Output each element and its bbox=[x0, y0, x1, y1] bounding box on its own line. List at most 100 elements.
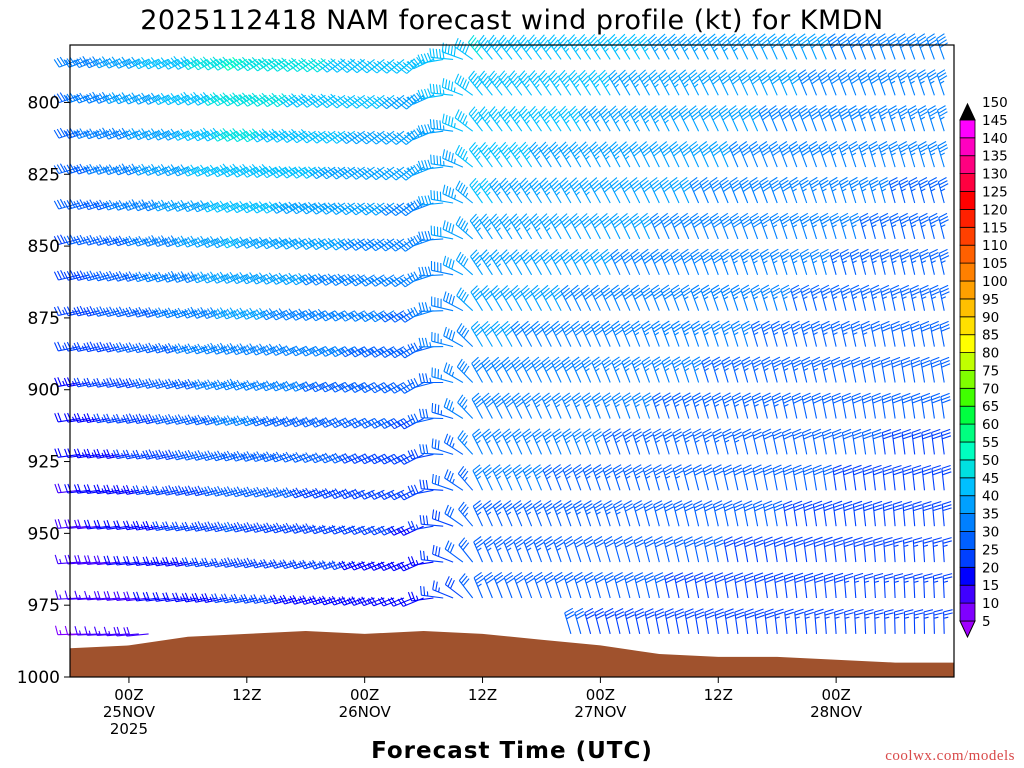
wind-barb bbox=[640, 320, 652, 347]
wind-barb bbox=[751, 392, 763, 419]
wind-barb bbox=[647, 33, 661, 60]
wind-barb bbox=[678, 105, 691, 132]
colorbar-swatch bbox=[959, 405, 976, 425]
colorbar-label: 45 bbox=[982, 471, 999, 487]
wind-barb bbox=[397, 525, 424, 536]
wind-barb bbox=[941, 500, 952, 527]
wind-barb bbox=[687, 33, 701, 60]
credit-link[interactable]: coolwx.com/models bbox=[885, 748, 1015, 764]
wind-barb bbox=[661, 392, 673, 419]
wind-barb bbox=[470, 285, 483, 311]
wind-barb bbox=[441, 78, 464, 96]
wind-barb bbox=[533, 536, 545, 563]
wind-barb bbox=[528, 105, 542, 132]
wind-barb bbox=[230, 450, 257, 462]
wind-barb bbox=[103, 341, 130, 353]
colorbar-swatch bbox=[959, 191, 976, 210]
wind-barb bbox=[769, 212, 781, 240]
wind-barb bbox=[744, 608, 755, 634]
wind-barb bbox=[777, 33, 790, 60]
wind-barb bbox=[560, 248, 573, 276]
wind-barb bbox=[191, 235, 218, 248]
wind-barb bbox=[579, 177, 592, 204]
wind-barb bbox=[588, 69, 601, 96]
wind-barb bbox=[112, 92, 140, 105]
wind-barb bbox=[590, 284, 603, 311]
wind-barb bbox=[731, 356, 742, 383]
wind-barb bbox=[623, 536, 635, 563]
wind-barb bbox=[512, 428, 523, 455]
wind-barb bbox=[201, 379, 228, 391]
wind-barb bbox=[729, 248, 741, 275]
wind-barb bbox=[444, 576, 464, 599]
wind-barb bbox=[902, 537, 913, 563]
wind-barb bbox=[500, 320, 514, 347]
colorbar-label: 150 bbox=[982, 95, 1008, 111]
wind-barb bbox=[590, 320, 604, 347]
wind-barb bbox=[936, 69, 948, 96]
wind-barb bbox=[532, 500, 544, 527]
wind-barb bbox=[936, 105, 948, 132]
wind-barb bbox=[220, 271, 248, 284]
wind-barb bbox=[698, 69, 711, 96]
wind-barb bbox=[529, 213, 543, 240]
wind-barb bbox=[599, 141, 612, 168]
wind-barb bbox=[309, 595, 336, 606]
wind-barb bbox=[500, 249, 513, 276]
wind-barb bbox=[407, 378, 434, 389]
wind-barb bbox=[220, 378, 247, 391]
wind-barb bbox=[493, 536, 505, 563]
wind-barb bbox=[541, 356, 554, 383]
wind-barb bbox=[369, 58, 395, 74]
wind-barb bbox=[551, 356, 564, 383]
wind-barb bbox=[407, 520, 434, 531]
wind-barb bbox=[558, 105, 572, 132]
wind-barb bbox=[152, 521, 179, 531]
wind-barb bbox=[688, 141, 702, 168]
wind-barb bbox=[732, 500, 744, 527]
wind-barb bbox=[230, 486, 257, 498]
wind-barb bbox=[768, 141, 781, 168]
wind-barb bbox=[53, 306, 80, 317]
wind-barb bbox=[822, 464, 833, 491]
wind-barb bbox=[650, 248, 663, 276]
wind-barb bbox=[658, 105, 671, 132]
wind-barb bbox=[589, 213, 603, 240]
wind-barb bbox=[592, 464, 604, 491]
wind-barb bbox=[888, 177, 900, 204]
wind-barb bbox=[571, 392, 583, 419]
wind-barb bbox=[870, 356, 882, 383]
wind-barb bbox=[830, 320, 842, 347]
wind-barb bbox=[587, 34, 601, 60]
wind-barb bbox=[877, 69, 890, 96]
wind-barb bbox=[739, 248, 751, 275]
wind-barb bbox=[240, 486, 267, 498]
wind-barb bbox=[629, 177, 642, 204]
wind-barb bbox=[863, 536, 874, 563]
wind-barb bbox=[132, 413, 159, 425]
wind-barb bbox=[469, 213, 483, 240]
wind-barb bbox=[299, 166, 326, 179]
wind-barb bbox=[458, 573, 474, 599]
wind-barb bbox=[941, 464, 952, 491]
wind-barb bbox=[83, 234, 110, 246]
wind-barb bbox=[653, 536, 665, 563]
wind-barb bbox=[733, 572, 745, 599]
wind-barb bbox=[480, 249, 493, 276]
wind-barb bbox=[703, 536, 714, 563]
wind-barb bbox=[191, 592, 218, 603]
wind-barb bbox=[662, 428, 673, 455]
wind-barb bbox=[864, 608, 874, 634]
x-tick-label: 28NOV bbox=[810, 703, 863, 721]
wind-barb bbox=[487, 34, 503, 60]
wind-barb bbox=[857, 69, 870, 96]
colorbar-label: 10 bbox=[982, 596, 999, 612]
wind-barb bbox=[593, 536, 605, 563]
wind-barb bbox=[600, 248, 613, 276]
wind-barb bbox=[398, 202, 424, 217]
wind-barb bbox=[112, 235, 139, 247]
wind-barb bbox=[250, 594, 277, 604]
wind-barb bbox=[523, 571, 535, 599]
wind-barb bbox=[569, 177, 582, 204]
wind-barb bbox=[867, 69, 880, 96]
